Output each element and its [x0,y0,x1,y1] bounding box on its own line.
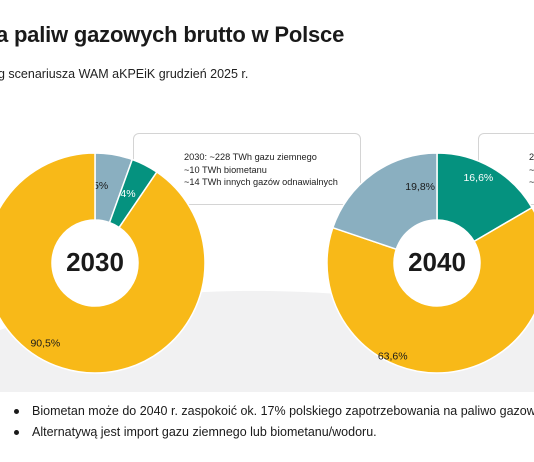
slice-label: 90,5% [30,337,60,349]
callout-line: ~ [529,164,534,175]
donut-center-label: 2040 [408,247,466,277]
callout-line: 2 [529,152,534,162]
slice-label: 4% [120,188,135,200]
callout-line: ~10 TWh biometanu [184,164,267,175]
donut-hole [52,220,138,306]
chart-subtitle: g scenariusza WAM aKPEiK grudzień 2025 r… [0,67,249,81]
bullet-list: Biometan może do 2040 r. zaspokoić ok. 1… [14,401,534,443]
callout-line: ~14 TWh innych gazów odnawialnych [184,177,338,187]
bullet-item: Alternatywą jest import gazu ziemnego lu… [14,422,534,443]
slice-label: 19,8% [405,181,435,193]
chart-title: a paliw gazowych brutto w Polsce [0,22,345,47]
callout-line: ~ [529,177,534,187]
callout-line: 2030: ~228 TWh gazu ziemnego [184,152,317,162]
donut-center-label: 2030 [66,247,124,277]
callout-2030: 2030: ~228 TWh gazu ziemnego ~10 TWh bio… [133,133,361,205]
bullet-item: Biometan może do 2040 r. zaspokoić ok. 1… [14,401,534,422]
slice-label: 16,6% [463,172,493,184]
slice-label: 63,6% [378,350,408,362]
donut-hole [394,220,480,306]
